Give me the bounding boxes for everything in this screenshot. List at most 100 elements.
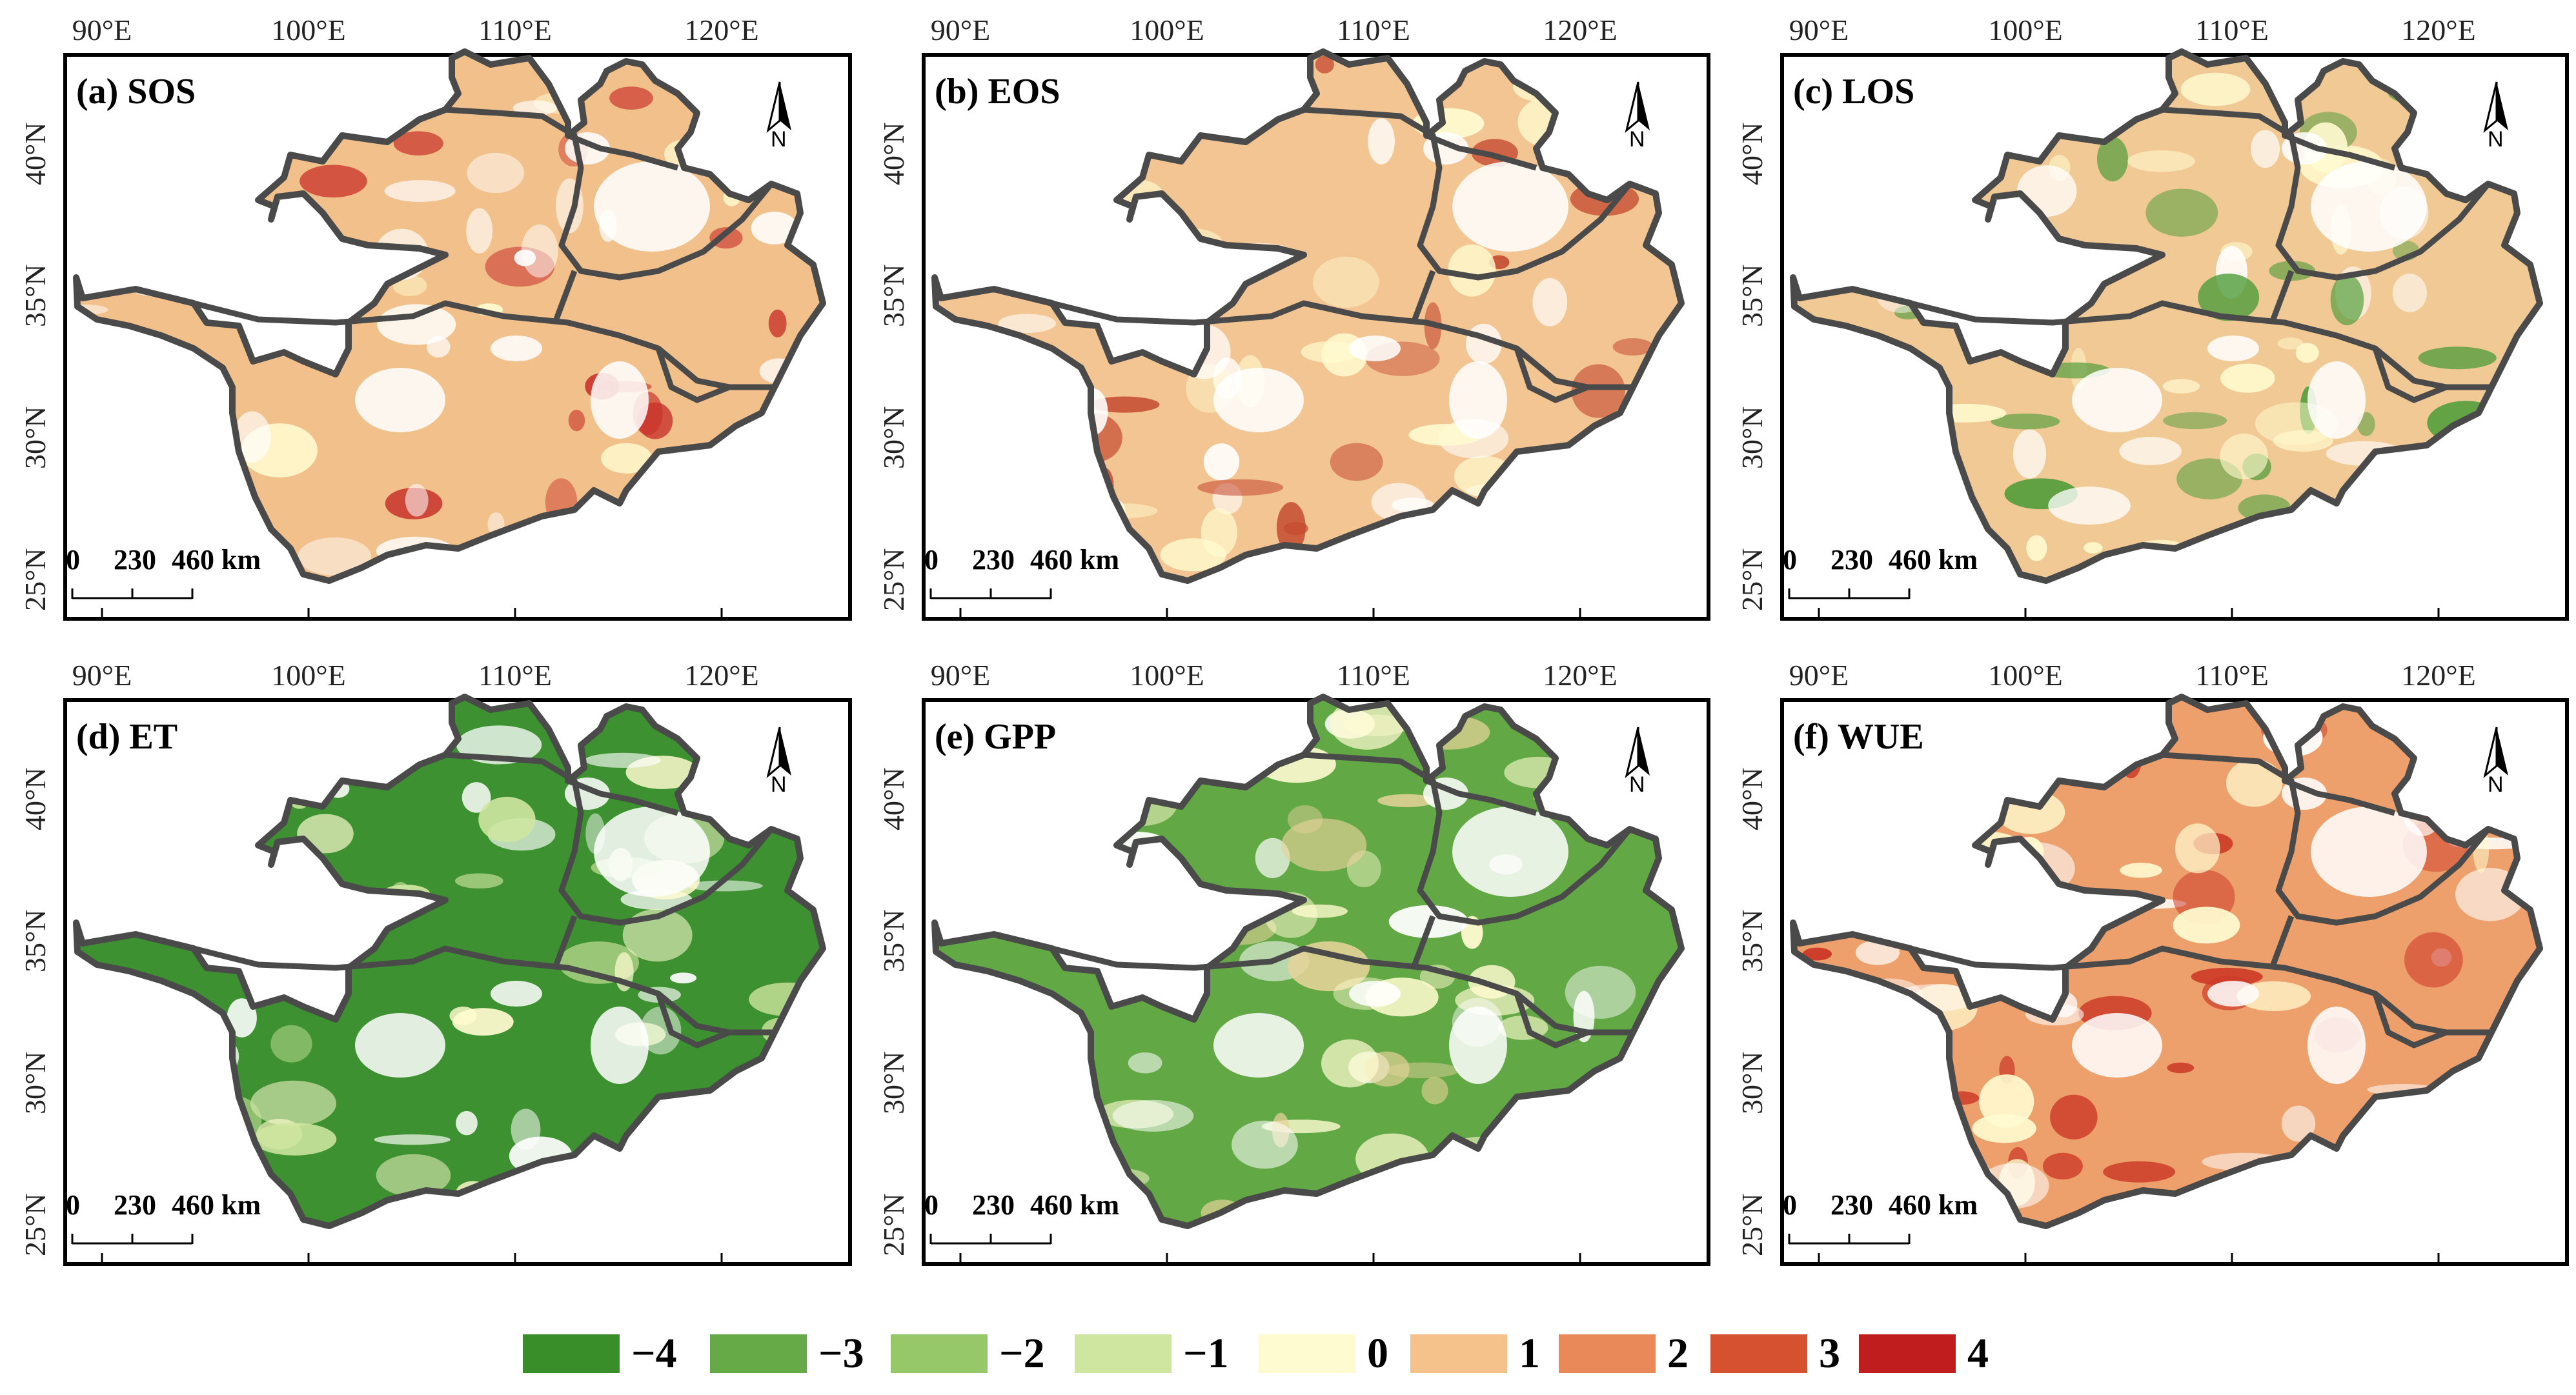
texture-patch xyxy=(1315,55,1334,74)
texture-patch xyxy=(1301,341,1360,363)
texture-patch xyxy=(1180,756,1246,770)
texture-patch xyxy=(376,1154,451,1197)
texture-patch xyxy=(1070,1119,1097,1136)
no-data-zone xyxy=(2307,361,2366,439)
no-data-zone xyxy=(594,161,710,252)
texture-patch xyxy=(2251,130,2280,168)
legend-swatch xyxy=(1710,1334,1807,1373)
no-data-zone xyxy=(1213,1013,1304,1078)
texture-patch xyxy=(125,197,171,239)
texture-patch xyxy=(2314,1157,2386,1194)
texture-patch xyxy=(2281,1105,2316,1142)
subregion-boundary xyxy=(1909,945,2491,1036)
region-outline xyxy=(73,48,826,584)
scale-bar-label: 0 xyxy=(924,1189,938,1221)
scale-bar-label: 460 km xyxy=(1030,544,1120,576)
scale-bar xyxy=(1788,588,1911,599)
subregion-boundary xyxy=(1425,132,1537,171)
texture-patch xyxy=(312,56,333,101)
texture-patch xyxy=(2163,412,2227,430)
texture-patch xyxy=(2361,544,2388,581)
no-data-zone xyxy=(2072,1013,2162,1078)
texture-patch xyxy=(1032,161,1064,199)
scale-bar-label: 460 km xyxy=(1030,1189,1120,1221)
texture-patch xyxy=(374,1134,451,1145)
texture-patch xyxy=(568,410,585,432)
legend-label: 1 xyxy=(1519,1330,1540,1377)
lon-tick-label: 90°E xyxy=(1789,14,1849,46)
texture-patch xyxy=(1203,443,1240,481)
texture-patch xyxy=(134,148,159,192)
texture-patch xyxy=(1944,1091,1980,1105)
scale-bar-label: 0 xyxy=(66,1189,80,1221)
texture-patch xyxy=(1281,818,1367,872)
texture-patch xyxy=(966,857,1022,903)
subregion-boundary xyxy=(445,106,774,281)
texture-patch xyxy=(1979,919,2004,945)
texture-patch xyxy=(1321,1039,1379,1088)
legend-label: 2 xyxy=(1667,1330,1689,1377)
texture-patch xyxy=(704,515,747,568)
no-data-zone xyxy=(591,1007,649,1084)
region-outline xyxy=(73,694,826,1229)
north-label: N xyxy=(1629,127,1645,152)
texture-patch xyxy=(1324,1198,1350,1216)
texture-patch xyxy=(76,230,118,261)
texture-patch xyxy=(214,719,263,731)
north-label: N xyxy=(771,127,787,152)
texture-patch xyxy=(1312,256,1379,308)
scale-bar-label: 0 xyxy=(924,544,938,576)
texture-patch xyxy=(1911,106,1951,154)
no-data-zone xyxy=(355,368,445,432)
texture-patch xyxy=(2120,863,2162,878)
region-outline xyxy=(931,48,1685,584)
lon-tick-label: 120°E xyxy=(1543,659,1618,692)
texture-patch xyxy=(2026,535,2047,561)
texture-patch xyxy=(2437,1085,2480,1113)
region-map xyxy=(71,48,826,617)
texture-patch xyxy=(2295,343,2319,363)
texture-patch xyxy=(168,827,198,868)
texture-patch xyxy=(137,425,214,437)
lon-tick-label: 100°E xyxy=(1130,659,1204,692)
scale-bar-label: 230 xyxy=(114,1189,156,1221)
no-data-zone xyxy=(1452,807,1568,897)
texture-patch xyxy=(1385,1062,1459,1079)
texture-patch xyxy=(1991,413,2060,430)
texture-patch xyxy=(2013,429,2046,479)
texture-patch xyxy=(1911,488,1929,525)
legend-swatch xyxy=(1859,1334,1956,1373)
lon-tick-label: 100°E xyxy=(1988,659,2063,692)
texture-patch xyxy=(935,236,988,251)
texture-patch xyxy=(221,805,261,832)
no-data-zone xyxy=(491,336,542,361)
lon-tick-label: 90°E xyxy=(930,659,991,692)
legend-label: −4 xyxy=(631,1330,677,1377)
scale-bar-label: 0 xyxy=(66,544,80,576)
texture-patch xyxy=(203,1141,240,1187)
texture-patch xyxy=(467,152,524,194)
no-data-zone xyxy=(594,807,710,897)
no-data-zone xyxy=(2207,981,2259,1007)
texture-patch xyxy=(1377,794,1436,807)
texture-patch xyxy=(376,536,455,566)
texture-patch xyxy=(2317,1144,2398,1178)
texture-patch xyxy=(2330,274,2364,326)
texture-patch xyxy=(1256,745,1336,783)
texture-patch xyxy=(712,106,757,128)
texture-patch xyxy=(207,241,272,285)
scale-bar-label: 230 xyxy=(972,1189,1015,1221)
region-outline xyxy=(1790,48,2543,584)
lon-tick-label: 90°E xyxy=(1789,659,1849,692)
lon-tick-label: 100°E xyxy=(271,14,346,46)
texture-patch xyxy=(1587,1144,1667,1171)
subregion-boundary xyxy=(192,300,775,390)
texture-patch xyxy=(976,878,1061,896)
no-data-zone xyxy=(355,1013,445,1078)
texture-patch xyxy=(1051,732,1085,767)
panel-title: (d) ET xyxy=(76,717,178,757)
lon-tick-label: 110°E xyxy=(2195,14,2269,46)
texture-patch xyxy=(545,478,578,527)
lon-tick-label: 110°E xyxy=(2195,659,2269,692)
texture-patch xyxy=(584,752,661,768)
